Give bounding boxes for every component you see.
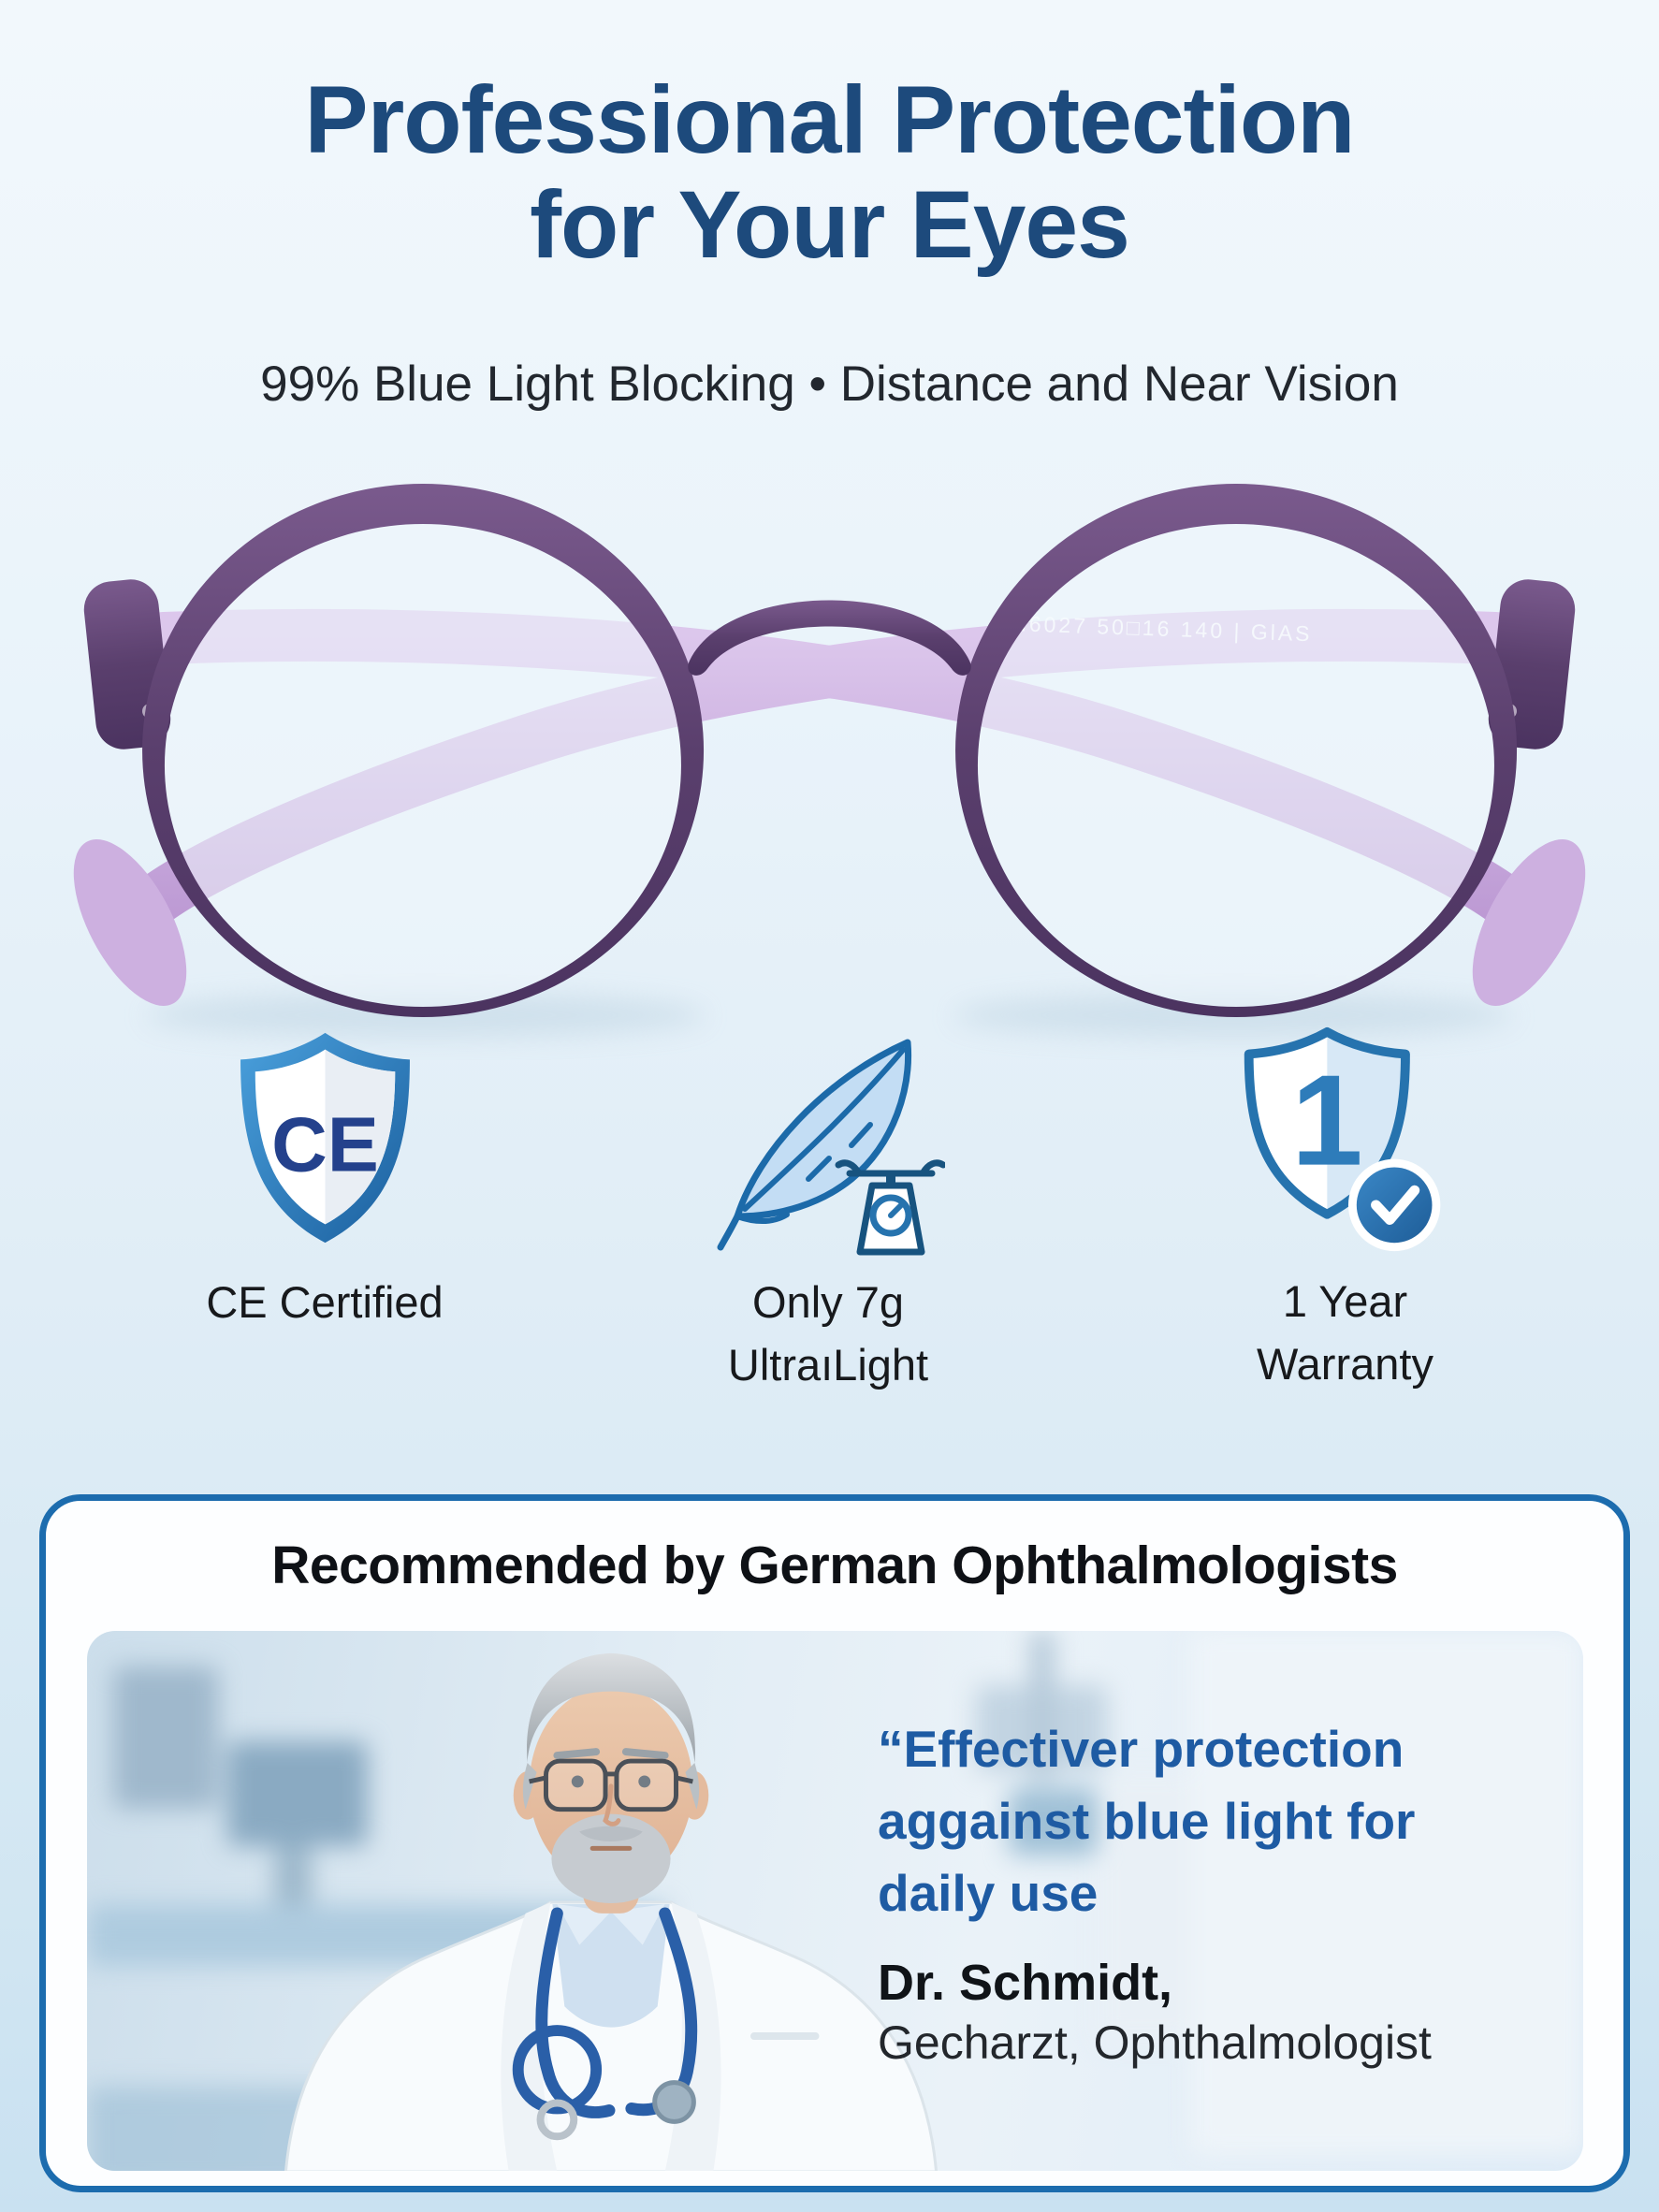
quote-author-title: Gecharzt, Ophthalmologist — [878, 2016, 1432, 2069]
ce-shield-icon: CE — [240, 1032, 410, 1244]
feather-scale-icon — [717, 1039, 945, 1256]
subtitle: 99% Blue Light Blocking • Distance and N… — [260, 357, 1399, 412]
quote-line: daily use — [878, 1864, 1099, 1922]
check-icon — [1370, 1185, 1419, 1226]
doctor-quote: “Effectiver protection aggainst blue lig… — [878, 1713, 1561, 2072]
feature-label: Only 7g — [752, 1277, 904, 1327]
warranty-shield-icon: 1 — [1244, 1026, 1440, 1252]
feature-label: Warranty — [1257, 1339, 1433, 1389]
doctor-photo: “Effectiver protection aggainst blue lig… — [87, 1631, 1583, 2171]
ce-mark-text: CE — [271, 1100, 379, 1187]
glasses-product-image: N6027 50□16 140 | GlAS — [73, 484, 1586, 1038]
quote-author-name: Dr. Schmidt, — [878, 1955, 1173, 2011]
quote-line: “Effectiver protection — [878, 1720, 1404, 1778]
warranty-number-text: 1 — [1291, 1049, 1363, 1193]
glasses-bridge — [688, 600, 971, 676]
feature-label: CE Certified — [206, 1277, 444, 1327]
check-badge — [1356, 1167, 1432, 1244]
page-title: Professional Protection for Your Eyes — [0, 67, 1659, 277]
feature-label-group: Only 7g UltraıLight — [627, 1271, 1029, 1396]
title-line-2: for Your Eyes — [530, 171, 1130, 278]
feature-ce-certified: CE CE Certified — [147, 1027, 502, 1333]
recommendation-heading: Recommended by German Ophthalmologists — [271, 1535, 1398, 1595]
feature-label-group: 1 Year Warranty — [1165, 1270, 1525, 1395]
feature-label: UltraıLight — [727, 1340, 929, 1390]
quote-line: aggainst blue light for — [878, 1792, 1416, 1850]
right-lens — [978, 524, 1494, 1007]
feature-warranty: 1 1 Year Warranty — [1165, 1025, 1525, 1395]
doctor-illustration — [284, 1652, 938, 2171]
feature-ultralight: Only 7g UltraıLight — [627, 1022, 1029, 1396]
title-line-1: Professional Protection — [304, 66, 1356, 173]
recommendation-card: Recommended by German Ophthalmologists — [39, 1494, 1630, 2192]
feature-label: 1 Year — [1282, 1276, 1408, 1326]
left-lens — [165, 524, 681, 1007]
